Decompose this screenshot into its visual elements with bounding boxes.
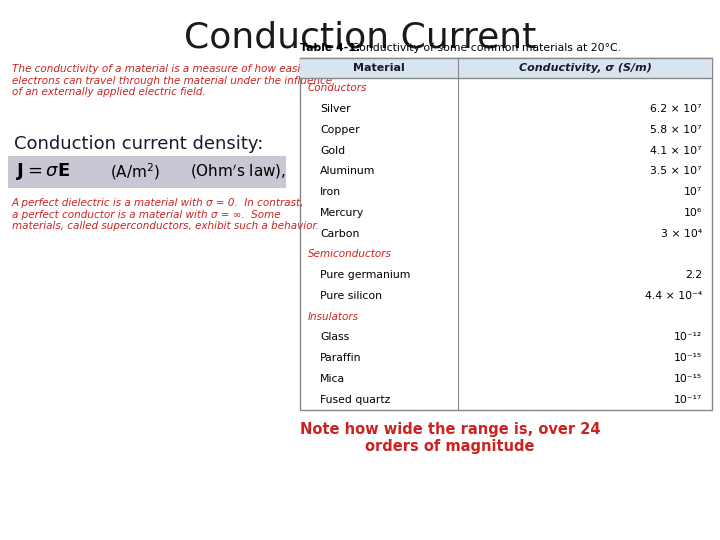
Text: 4.1 × 10⁷: 4.1 × 10⁷ <box>650 146 702 156</box>
Bar <box>300 58 712 78</box>
Text: Pure silicon: Pure silicon <box>320 291 382 301</box>
Text: 10⁻¹⁵: 10⁻¹⁵ <box>674 353 702 363</box>
Text: 10⁶: 10⁶ <box>684 208 702 218</box>
Text: Conductivity, σ (S/m): Conductivity, σ (S/m) <box>518 63 652 73</box>
Text: Conductivity of some common materials at 20°C.: Conductivity of some common materials at… <box>348 43 621 53</box>
Text: 6.2 × 10⁷: 6.2 × 10⁷ <box>650 104 702 114</box>
Text: Table 4-1:: Table 4-1: <box>300 43 360 53</box>
Text: Glass: Glass <box>320 333 349 342</box>
Text: 2.2: 2.2 <box>685 270 702 280</box>
Text: Semiconductors: Semiconductors <box>308 249 392 259</box>
Bar <box>300 58 712 410</box>
Text: Iron: Iron <box>320 187 341 197</box>
Text: Mica: Mica <box>320 374 345 384</box>
Text: Conductors: Conductors <box>308 83 367 93</box>
Text: Gold: Gold <box>320 146 345 156</box>
Text: The conductivity of a material is a measure of how easily
electrons can travel t: The conductivity of a material is a meas… <box>12 64 332 97</box>
Text: Fused quartz: Fused quartz <box>320 395 390 404</box>
Text: Note how wide the range is, over 24
orders of magnitude: Note how wide the range is, over 24 orde… <box>300 422 600 454</box>
Text: Paraffin: Paraffin <box>320 353 361 363</box>
Text: 10⁻¹⁷: 10⁻¹⁷ <box>674 395 702 404</box>
Text: $(\mathrm{Ohm's\ law}),$: $(\mathrm{Ohm's\ law}),$ <box>190 163 287 181</box>
Text: $\mathbf{J} = \sigma\mathbf{E}$: $\mathbf{J} = \sigma\mathbf{E}$ <box>16 161 70 183</box>
Text: Mercury: Mercury <box>320 208 364 218</box>
Text: 5.8 × 10⁷: 5.8 × 10⁷ <box>650 125 702 135</box>
Text: $(\mathrm{A/m}^2)$: $(\mathrm{A/m}^2)$ <box>110 161 161 183</box>
Bar <box>8 156 286 188</box>
Text: Copper: Copper <box>320 125 359 135</box>
Text: Silver: Silver <box>320 104 351 114</box>
Text: Material: Material <box>353 63 405 73</box>
Text: Carbon: Carbon <box>320 228 359 239</box>
Text: 10⁻¹⁵: 10⁻¹⁵ <box>674 374 702 384</box>
Text: Aluminum: Aluminum <box>320 166 375 177</box>
Text: 3 × 10⁴: 3 × 10⁴ <box>661 228 702 239</box>
Text: 3.5 × 10⁷: 3.5 × 10⁷ <box>650 166 702 177</box>
Text: A ​perfect ​dielectric is a material with σ = 0.  In contrast,
a ​perfect ​condu: A ​perfect ​dielectric is a material wit… <box>12 198 319 231</box>
Text: Conduction current density:: Conduction current density: <box>14 135 264 153</box>
Text: Insulators: Insulators <box>308 312 359 322</box>
Text: 10⁷: 10⁷ <box>684 187 702 197</box>
Text: Pure germanium: Pure germanium <box>320 270 410 280</box>
Text: 10⁻¹²: 10⁻¹² <box>674 333 702 342</box>
Text: 4.4 × 10⁻⁴: 4.4 × 10⁻⁴ <box>644 291 702 301</box>
Text: Conduction Current: Conduction Current <box>184 20 536 54</box>
